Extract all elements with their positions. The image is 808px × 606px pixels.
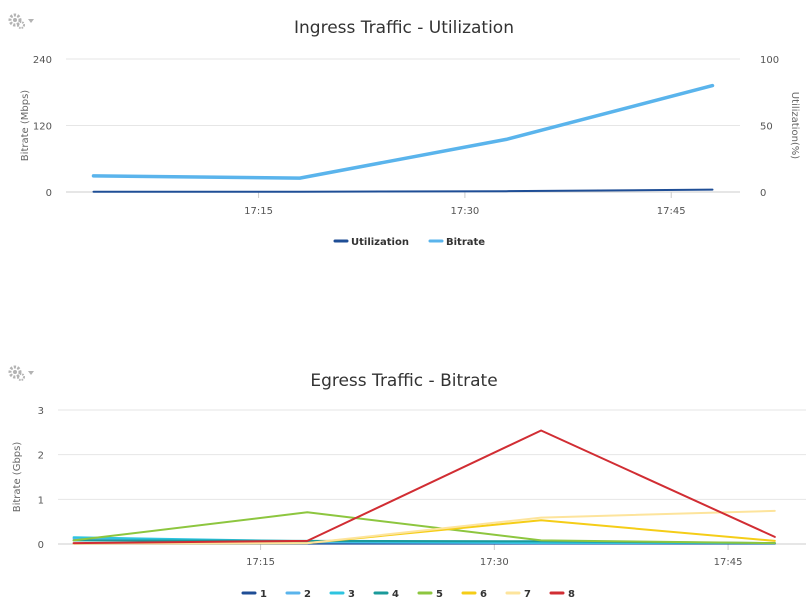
gear-dropdown-icon	[8, 365, 34, 381]
y-tick-label: 120	[33, 122, 52, 133]
series-line-7	[72, 509, 776, 545]
y-tick-label: 1	[38, 495, 44, 506]
egress-chart: Egress Traffic - Bitrate 0 1 2 3 Bitrate (Gbp…	[12, 371, 806, 600]
legend-label: Bitrate	[446, 237, 485, 248]
y-tick-label: 2	[38, 451, 44, 462]
y-tick-label: 240	[33, 55, 52, 66]
y2-tick-label: 50	[760, 122, 773, 133]
ingress-chart: Ingress Traffic - Utilization 0 120 240 0 50 1…	[20, 18, 800, 248]
legend-label: 4	[392, 589, 399, 600]
legend-label: 2	[304, 589, 311, 600]
legend-item-8[interactable]: 8	[549, 589, 575, 600]
y2-tick-label: 100	[760, 55, 779, 66]
series-line-5	[72, 511, 776, 545]
y-axis-title: Bitrate (Mbps)	[20, 90, 31, 161]
y-tick-label: 3	[38, 406, 44, 417]
legend-label: 3	[348, 589, 355, 600]
chart-options-button[interactable]	[4, 10, 36, 32]
y-axis-title: Bitrate (Gbps)	[12, 442, 23, 513]
chart-title: Ingress Traffic - Utilization	[294, 18, 514, 38]
chart-title: Egress Traffic - Bitrate	[310, 371, 497, 391]
legend-label: Utilization	[351, 237, 409, 248]
x-tick-label: 17:15	[244, 206, 273, 217]
x-tick-label: 17:30	[450, 206, 479, 217]
series-line-8	[72, 429, 776, 545]
legend-item-2[interactable]: 2	[285, 589, 311, 600]
x-tick-label: 17:45	[714, 557, 743, 568]
legend-item-7[interactable]: 7	[505, 589, 531, 600]
x-tick-label: 17:15	[246, 557, 275, 568]
legend-item-bitrate[interactable]: Bitrate	[428, 237, 485, 248]
legend-item-6[interactable]: 6	[461, 589, 487, 600]
legend-item-3[interactable]: 3	[329, 589, 355, 600]
legend-label: 1	[260, 589, 267, 600]
y-tick-label: 0	[38, 540, 44, 551]
y2-axis-title: Utilization(%)	[789, 92, 800, 160]
legend-label: 7	[524, 589, 531, 600]
series-line-utilization	[92, 188, 714, 193]
legend-label: 8	[568, 589, 575, 600]
legend-item-4[interactable]: 4	[373, 589, 399, 600]
x-tick-label: 17:30	[480, 557, 509, 568]
legend-label: 5	[436, 589, 443, 600]
x-tick-label: 17:45	[657, 206, 686, 217]
legend-item-1[interactable]: 1	[241, 589, 267, 600]
y2-tick-label: 0	[760, 188, 766, 199]
legend-label: 6	[480, 589, 487, 600]
legend-item-utilization[interactable]: Utilization	[333, 237, 409, 248]
y-tick-label: 0	[46, 188, 52, 199]
series-line-bitrate	[91, 83, 715, 180]
chart-options-button[interactable]	[4, 362, 36, 384]
legend-item-5[interactable]: 5	[417, 589, 443, 600]
gear-dropdown-icon	[8, 13, 34, 29]
